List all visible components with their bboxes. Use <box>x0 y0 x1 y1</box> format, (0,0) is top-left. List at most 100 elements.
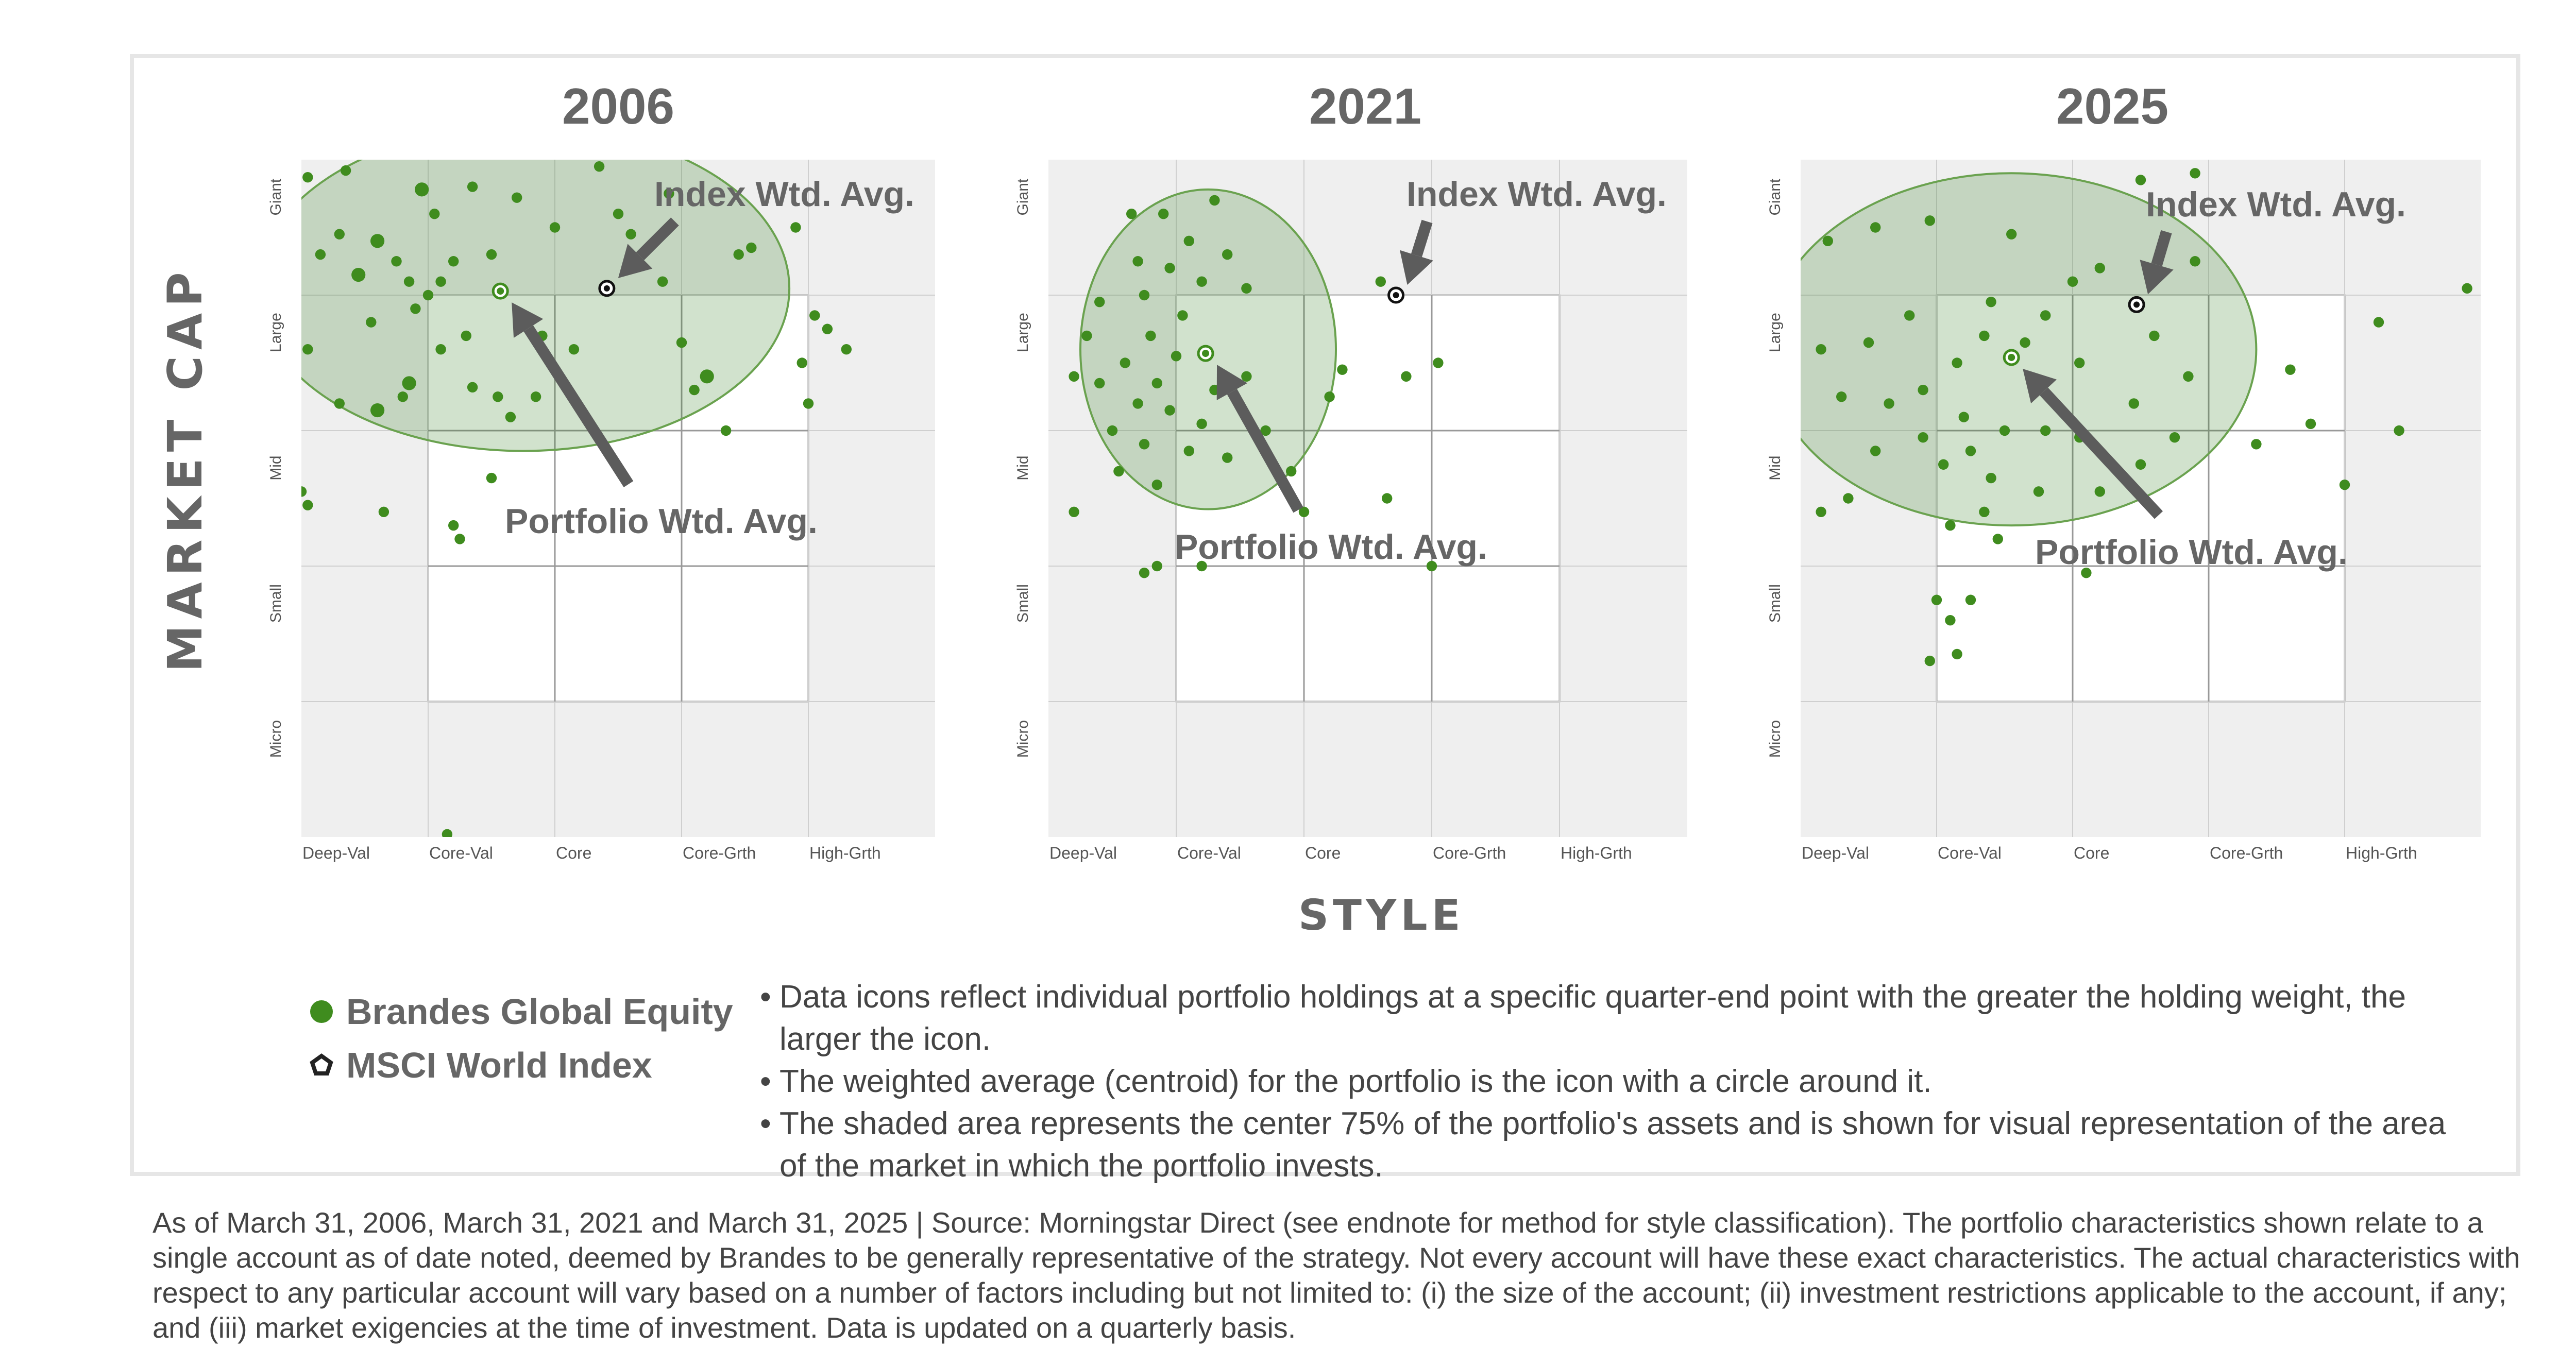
holding-point <box>1286 466 1297 477</box>
holding-point <box>1401 371 1412 382</box>
index-wtd-avg-core <box>1393 292 1399 298</box>
holding-point <box>796 357 807 368</box>
holding-point <box>2128 398 2139 409</box>
holding-point <box>594 161 605 172</box>
holding-point <box>334 229 345 240</box>
notes-list: Data icons reflect individual portfolio … <box>760 976 2460 1187</box>
x-tick-label: Deep-Val <box>1049 844 1117 862</box>
portfolio-annotation: Portfolio Wtd. Avg. <box>2035 533 2348 572</box>
holding-point <box>676 337 687 348</box>
index-wtd-avg-core <box>2133 301 2140 308</box>
holding-point <box>733 249 744 260</box>
x-tick-label: Core-Val <box>1938 844 2002 862</box>
holding-point <box>803 398 814 409</box>
holding-point <box>410 303 421 314</box>
holding-point <box>2040 310 2051 321</box>
holding-point <box>1958 412 1969 422</box>
holding-point <box>1979 506 1990 517</box>
x-tick-label: Core-Val <box>429 844 493 862</box>
holding-point <box>2251 439 2262 450</box>
chart-title-2021: 2021 <box>1309 78 1421 134</box>
portfolio-arrow-shaft <box>1227 389 1303 513</box>
x-tick-label: High-Grth <box>1561 844 1632 862</box>
holding-point <box>1816 506 1826 517</box>
holding-point <box>397 391 408 402</box>
holding-point <box>461 330 471 341</box>
holding-point <box>334 398 345 409</box>
chart-title-2025: 2025 <box>2056 78 2168 134</box>
holding-point <box>435 276 446 287</box>
holding-point <box>1139 567 1150 578</box>
holding-point <box>1870 446 1881 456</box>
holding-point <box>1843 493 1854 504</box>
holding-point <box>1945 520 1956 531</box>
portfolio-wtd-avg-core <box>2008 353 2015 361</box>
y-tick-label: Small <box>267 584 284 623</box>
holding-point <box>1924 655 1935 667</box>
y-tick-label: Giant <box>267 178 284 215</box>
legend-label: Brandes Global Equity <box>346 992 733 1032</box>
index-annotation: Index Wtd. Avg. <box>1406 175 1667 214</box>
holding-point <box>366 317 377 328</box>
holding-point <box>625 229 636 240</box>
x-tick-label: Deep-Val <box>1802 844 1869 862</box>
holding-point <box>1139 289 1150 301</box>
holding-point <box>402 376 416 390</box>
holding-point <box>2033 486 2044 497</box>
holding-point <box>435 344 446 355</box>
holding-point <box>689 384 700 396</box>
holding-point <box>2067 276 2078 287</box>
y-tick-label: Mid <box>1014 455 1031 480</box>
holding-point <box>448 256 459 267</box>
x-tick-label: Core-Val <box>1177 844 1241 862</box>
holding-point <box>2040 425 2051 436</box>
holding-point <box>486 249 497 260</box>
holding-point <box>403 276 415 287</box>
holding-point <box>1986 472 1996 484</box>
pentagon-icon <box>304 1052 339 1079</box>
holding-point <box>700 369 714 384</box>
style-map-2025: Index Wtd. Avg. Portfolio Wtd. Avg. Deep-V… <box>1767 160 2481 862</box>
holding-point <box>1151 560 1162 572</box>
holding-point <box>1069 506 1079 517</box>
holding-point <box>467 382 478 393</box>
holding-point <box>1938 459 1949 470</box>
style-map-2006: Index Wtd. Avg. Portfolio Wtd. Avg. Deep-V… <box>267 160 935 862</box>
holding-point <box>415 182 429 197</box>
holding-point <box>1375 276 1386 287</box>
holding-point <box>1151 480 1162 490</box>
holding-point <box>1069 371 1079 382</box>
holding-point <box>302 172 313 183</box>
holding-point <box>340 165 351 176</box>
holding-point <box>2020 337 2030 348</box>
holding-point <box>1992 534 2003 544</box>
holding-point <box>302 344 313 355</box>
holding-point <box>1183 235 1194 246</box>
holding-point <box>1113 466 1124 477</box>
portfolio-arrow-shaft <box>2039 387 2163 519</box>
portfolio-annotation: Portfolio Wtd. Avg. <box>1175 527 1487 567</box>
holding-point <box>486 472 497 484</box>
holding-point <box>2339 480 2350 490</box>
holding-point <box>1870 222 1881 233</box>
x-tick-label: High-Grth <box>809 844 881 862</box>
holding-point <box>351 267 366 282</box>
holding-point <box>315 249 326 260</box>
note-item: The shaded area represents the center 75… <box>760 1103 2460 1187</box>
holding-point <box>2183 371 2194 382</box>
holding-point <box>1816 344 1826 355</box>
holding-point <box>467 181 478 192</box>
holding-point <box>1132 398 1143 409</box>
holding-point <box>1924 215 1935 226</box>
holding-point <box>1836 391 1847 402</box>
holding-point <box>370 234 385 248</box>
holding-point <box>512 192 522 203</box>
holding-point <box>2190 168 2200 179</box>
y-tick-label: Mid <box>267 455 284 480</box>
holding-point <box>1094 296 1105 308</box>
holding-point <box>720 425 732 436</box>
holding-point <box>2190 256 2200 267</box>
y-tick-label: Mid <box>1767 455 1784 480</box>
holding-point <box>568 344 580 355</box>
holding-point <box>1145 330 1156 341</box>
